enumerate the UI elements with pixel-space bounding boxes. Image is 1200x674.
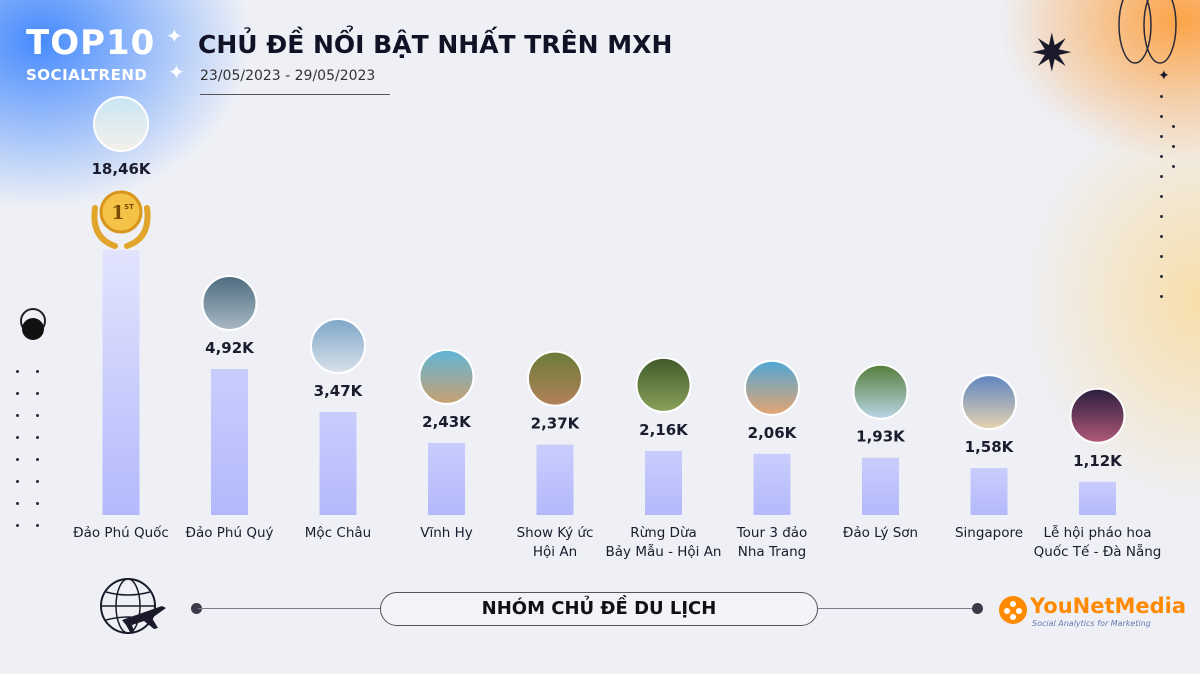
topic-photo <box>418 348 475 405</box>
globe-airplane-icon <box>92 576 172 644</box>
category-label: Vĩnh Hy <box>420 525 473 541</box>
value-label: 3,47K <box>314 382 364 400</box>
bar <box>536 444 574 515</box>
category-label: Mộc Châu <box>305 525 371 541</box>
bar <box>645 450 682 515</box>
logo-socialtrend: SOCIALTREND <box>26 66 148 84</box>
value-label: 1,12K <box>1073 452 1123 470</box>
medal-rank-suffix: ST <box>124 203 134 211</box>
category-label: Lễ hội pháo hoa <box>1043 524 1151 541</box>
younet-logo-icon <box>998 595 1028 629</box>
topic-photo <box>1069 387 1126 444</box>
topic-photo <box>310 318 366 375</box>
value-label: 2,16K <box>639 421 689 439</box>
brand-tagline: Social Analytics for Marketing <box>1032 619 1151 628</box>
page-title: CHỦ ĐỀ NỔI BẬT NHẤT TRÊN MXH <box>198 30 673 59</box>
category-label: Rừng Dừa <box>630 525 697 541</box>
category-label: Quốc Tế - Đà Nẵng <box>1034 543 1162 560</box>
bar <box>1079 481 1116 515</box>
medal-rank: 1 <box>111 202 124 224</box>
bar <box>319 412 357 515</box>
divider-line <box>198 608 380 609</box>
dots-decoration-right <box>1160 95 1180 315</box>
date-range: 23/05/2023 - 29/05/2023 <box>200 68 376 84</box>
value-label: 2,06K <box>748 424 798 442</box>
value-label: 2,43K <box>422 413 472 431</box>
bar <box>970 468 1008 515</box>
medal <box>99 190 143 234</box>
category-label: Đảo Phú Quốc <box>73 524 169 541</box>
small-star-icon: ✦ <box>1158 68 1170 84</box>
bar <box>102 250 140 515</box>
category-label: Tour 3 đảo <box>736 525 808 541</box>
line-end-dot <box>972 603 983 614</box>
category-label: Bảy Mẫu - Hội An <box>606 543 722 560</box>
category-label: Đảo Lý Sơn <box>843 525 918 541</box>
value-label: 1,58K <box>965 438 1015 456</box>
topic-photo <box>527 350 583 407</box>
logo-top10: TOP10 <box>26 23 156 63</box>
laurel-left <box>91 205 118 249</box>
category-label: Show Ký ức <box>517 525 594 541</box>
topic-photo <box>635 356 692 413</box>
bar <box>211 369 248 515</box>
group-label: NHÓM CHỦ ĐỀ DU LỊCH <box>380 592 818 626</box>
star-icon: ✷ <box>1030 24 1074 84</box>
value-label: 2,37K <box>531 415 581 433</box>
topic-photo <box>744 359 800 416</box>
divider <box>200 94 390 95</box>
bar <box>428 442 465 515</box>
brand-name: YouNetMedia <box>1030 594 1187 618</box>
value-label: 1,93K <box>856 428 906 446</box>
divider-line <box>817 608 975 609</box>
topic-photo <box>852 363 909 420</box>
line-end-dot <box>191 603 202 614</box>
topic-photo <box>93 96 149 152</box>
value-label: 4,92K <box>205 339 255 357</box>
bar <box>862 457 899 515</box>
category-label: Đảo Phú Quý <box>185 525 273 541</box>
category-label: Hội An <box>533 544 577 560</box>
dot-decoration <box>22 318 44 340</box>
loops-decoration <box>1105 0 1200 74</box>
category-label: Singapore <box>955 525 1023 541</box>
topic-photo <box>201 275 258 331</box>
sparkle-icon: ✦ <box>166 24 183 48</box>
category-label: Nha Trang <box>738 544 806 560</box>
dots-decoration-left <box>16 370 46 550</box>
topic-photo <box>961 374 1017 431</box>
bar <box>753 453 791 515</box>
sparkle-icon: ✦ <box>168 60 185 84</box>
value-label: 18,46K <box>91 160 151 178</box>
laurel-right <box>124 205 151 249</box>
